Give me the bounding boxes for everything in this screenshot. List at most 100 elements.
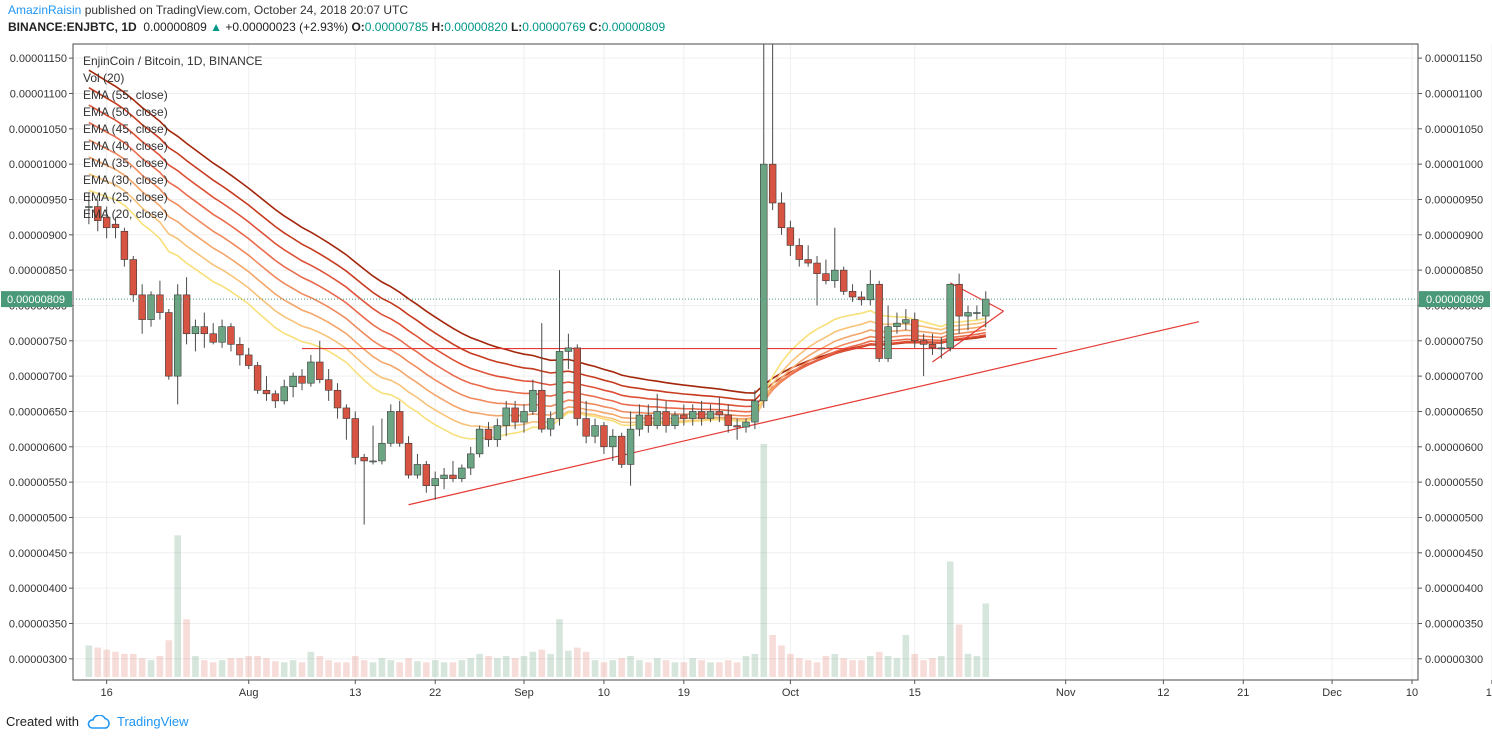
chart-grid bbox=[73, 44, 1492, 680]
change-arrow-icon: ▲ bbox=[210, 20, 222, 34]
volume-bar bbox=[467, 658, 475, 677]
volume-bar bbox=[138, 658, 146, 677]
volume-bar bbox=[769, 635, 776, 677]
candle-up bbox=[147, 294, 155, 320]
y-tick-label-right: 0.00000750 bbox=[1425, 336, 1483, 348]
volume-bar bbox=[973, 656, 981, 677]
y-tick-label-left: 0.00000300 bbox=[9, 654, 67, 666]
ema-line-40 bbox=[88, 121, 986, 413]
volume-bar bbox=[85, 645, 93, 677]
candle-up bbox=[387, 411, 395, 444]
volume-bar bbox=[156, 656, 164, 677]
candle-up bbox=[671, 414, 679, 426]
footer: Created with TradingView bbox=[6, 714, 189, 729]
volume-bar bbox=[494, 658, 501, 677]
y-tick-label-left: 0.00000400 bbox=[9, 583, 67, 595]
volume-bar bbox=[591, 660, 599, 677]
last-price-tags: 0.00000809 0.00000809 bbox=[1, 291, 1490, 308]
volume-bar bbox=[662, 660, 670, 677]
tradingview-cloud-icon bbox=[87, 714, 110, 729]
y-tick-label-right: 0.00000850 bbox=[1425, 265, 1483, 277]
candle-down bbox=[395, 411, 404, 444]
y-tick-label-left: 0.00000550 bbox=[9, 477, 67, 489]
triangle-lower bbox=[932, 310, 1004, 363]
candle-down bbox=[209, 333, 217, 343]
candle-down bbox=[262, 389, 271, 395]
volume-bar bbox=[520, 656, 528, 677]
candle-up bbox=[493, 425, 502, 441]
candle-down bbox=[236, 344, 244, 356]
candle-down bbox=[662, 411, 670, 426]
candle-up bbox=[742, 421, 750, 428]
y-tick-label-right: 0.00000300 bbox=[1425, 654, 1483, 666]
y-tick-label-right: 0.00000450 bbox=[1425, 548, 1483, 560]
y-tick-label-left: 0.00000700 bbox=[9, 371, 67, 383]
symbol-label: BINANCE:ENJBTC, 1D bbox=[8, 20, 137, 34]
candle-down bbox=[724, 414, 732, 426]
x-tick-label: 16 bbox=[101, 687, 113, 699]
candlesticks bbox=[85, 44, 990, 525]
y-tick-label-left: 0.00000350 bbox=[9, 618, 67, 630]
volume-bar bbox=[414, 661, 421, 677]
volume-bar bbox=[245, 656, 253, 677]
last-price: 0.00000809 bbox=[143, 20, 207, 34]
volume-bar bbox=[609, 660, 617, 677]
candle-up bbox=[529, 389, 537, 412]
candle-down bbox=[911, 319, 919, 342]
y-tick-label-right: 0.00001050 bbox=[1425, 124, 1483, 136]
y-tick-label-left: 0.00000850 bbox=[9, 265, 67, 277]
y-tick-label-right: 0.00001150 bbox=[1425, 53, 1482, 65]
created-with-text: Created with bbox=[6, 714, 79, 729]
volume-bar bbox=[272, 661, 279, 677]
candle-down bbox=[928, 344, 937, 349]
candle-down bbox=[129, 259, 137, 296]
volume-bar bbox=[778, 645, 785, 677]
candle-up bbox=[831, 269, 839, 282]
candle-up bbox=[866, 283, 875, 301]
volume-bar bbox=[733, 662, 741, 677]
volume-bar bbox=[121, 653, 128, 677]
volume-bar bbox=[920, 660, 927, 677]
candle-up bbox=[555, 351, 564, 419]
volume-bar bbox=[485, 656, 492, 677]
candle-down bbox=[733, 425, 741, 428]
candle-up bbox=[760, 163, 768, 402]
volume-bar bbox=[680, 662, 688, 677]
candle-down bbox=[786, 227, 795, 246]
published-text: published on TradingView.com, October 24… bbox=[84, 3, 409, 17]
candle-down bbox=[795, 245, 803, 260]
publish-info: AmazinRaisin published on TradingView.co… bbox=[8, 3, 408, 17]
candle-down bbox=[200, 326, 209, 335]
volume-bar bbox=[218, 660, 226, 677]
candle-down bbox=[94, 206, 102, 221]
candle-up bbox=[706, 411, 715, 419]
candle-up bbox=[378, 442, 386, 462]
candle-up bbox=[973, 312, 981, 314]
candle-up bbox=[937, 347, 946, 350]
candle-down bbox=[404, 442, 413, 476]
low-value: 0.00000769 bbox=[522, 20, 586, 34]
volume-bar bbox=[645, 662, 652, 677]
candle-up bbox=[591, 425, 599, 437]
volume-bar bbox=[431, 660, 439, 677]
y-tick-label-right: 0.00000350 bbox=[1425, 618, 1483, 630]
ema-line-55 bbox=[88, 69, 986, 394]
candle-up bbox=[413, 464, 422, 476]
change-value: +0.00000023 (+2.93%) bbox=[225, 20, 349, 34]
volume-bar bbox=[813, 662, 821, 677]
candle-down bbox=[617, 435, 626, 465]
y-tick-label-left: 0.00000750 bbox=[9, 336, 67, 348]
volume-bar bbox=[547, 653, 554, 677]
volume-bar bbox=[112, 651, 119, 677]
tradingview-link[interactable]: TradingView bbox=[116, 714, 189, 729]
volume-bar bbox=[476, 653, 483, 677]
candle-down bbox=[316, 361, 324, 380]
author-link[interactable]: AmazinRaisin bbox=[8, 3, 82, 17]
x-tick-label: 22 bbox=[429, 687, 441, 699]
volume-bar bbox=[707, 662, 714, 677]
x-tick-label: Nov bbox=[1056, 687, 1076, 699]
volume-bar bbox=[369, 662, 377, 677]
candle-down bbox=[422, 464, 431, 486]
volume-bar bbox=[440, 662, 448, 677]
